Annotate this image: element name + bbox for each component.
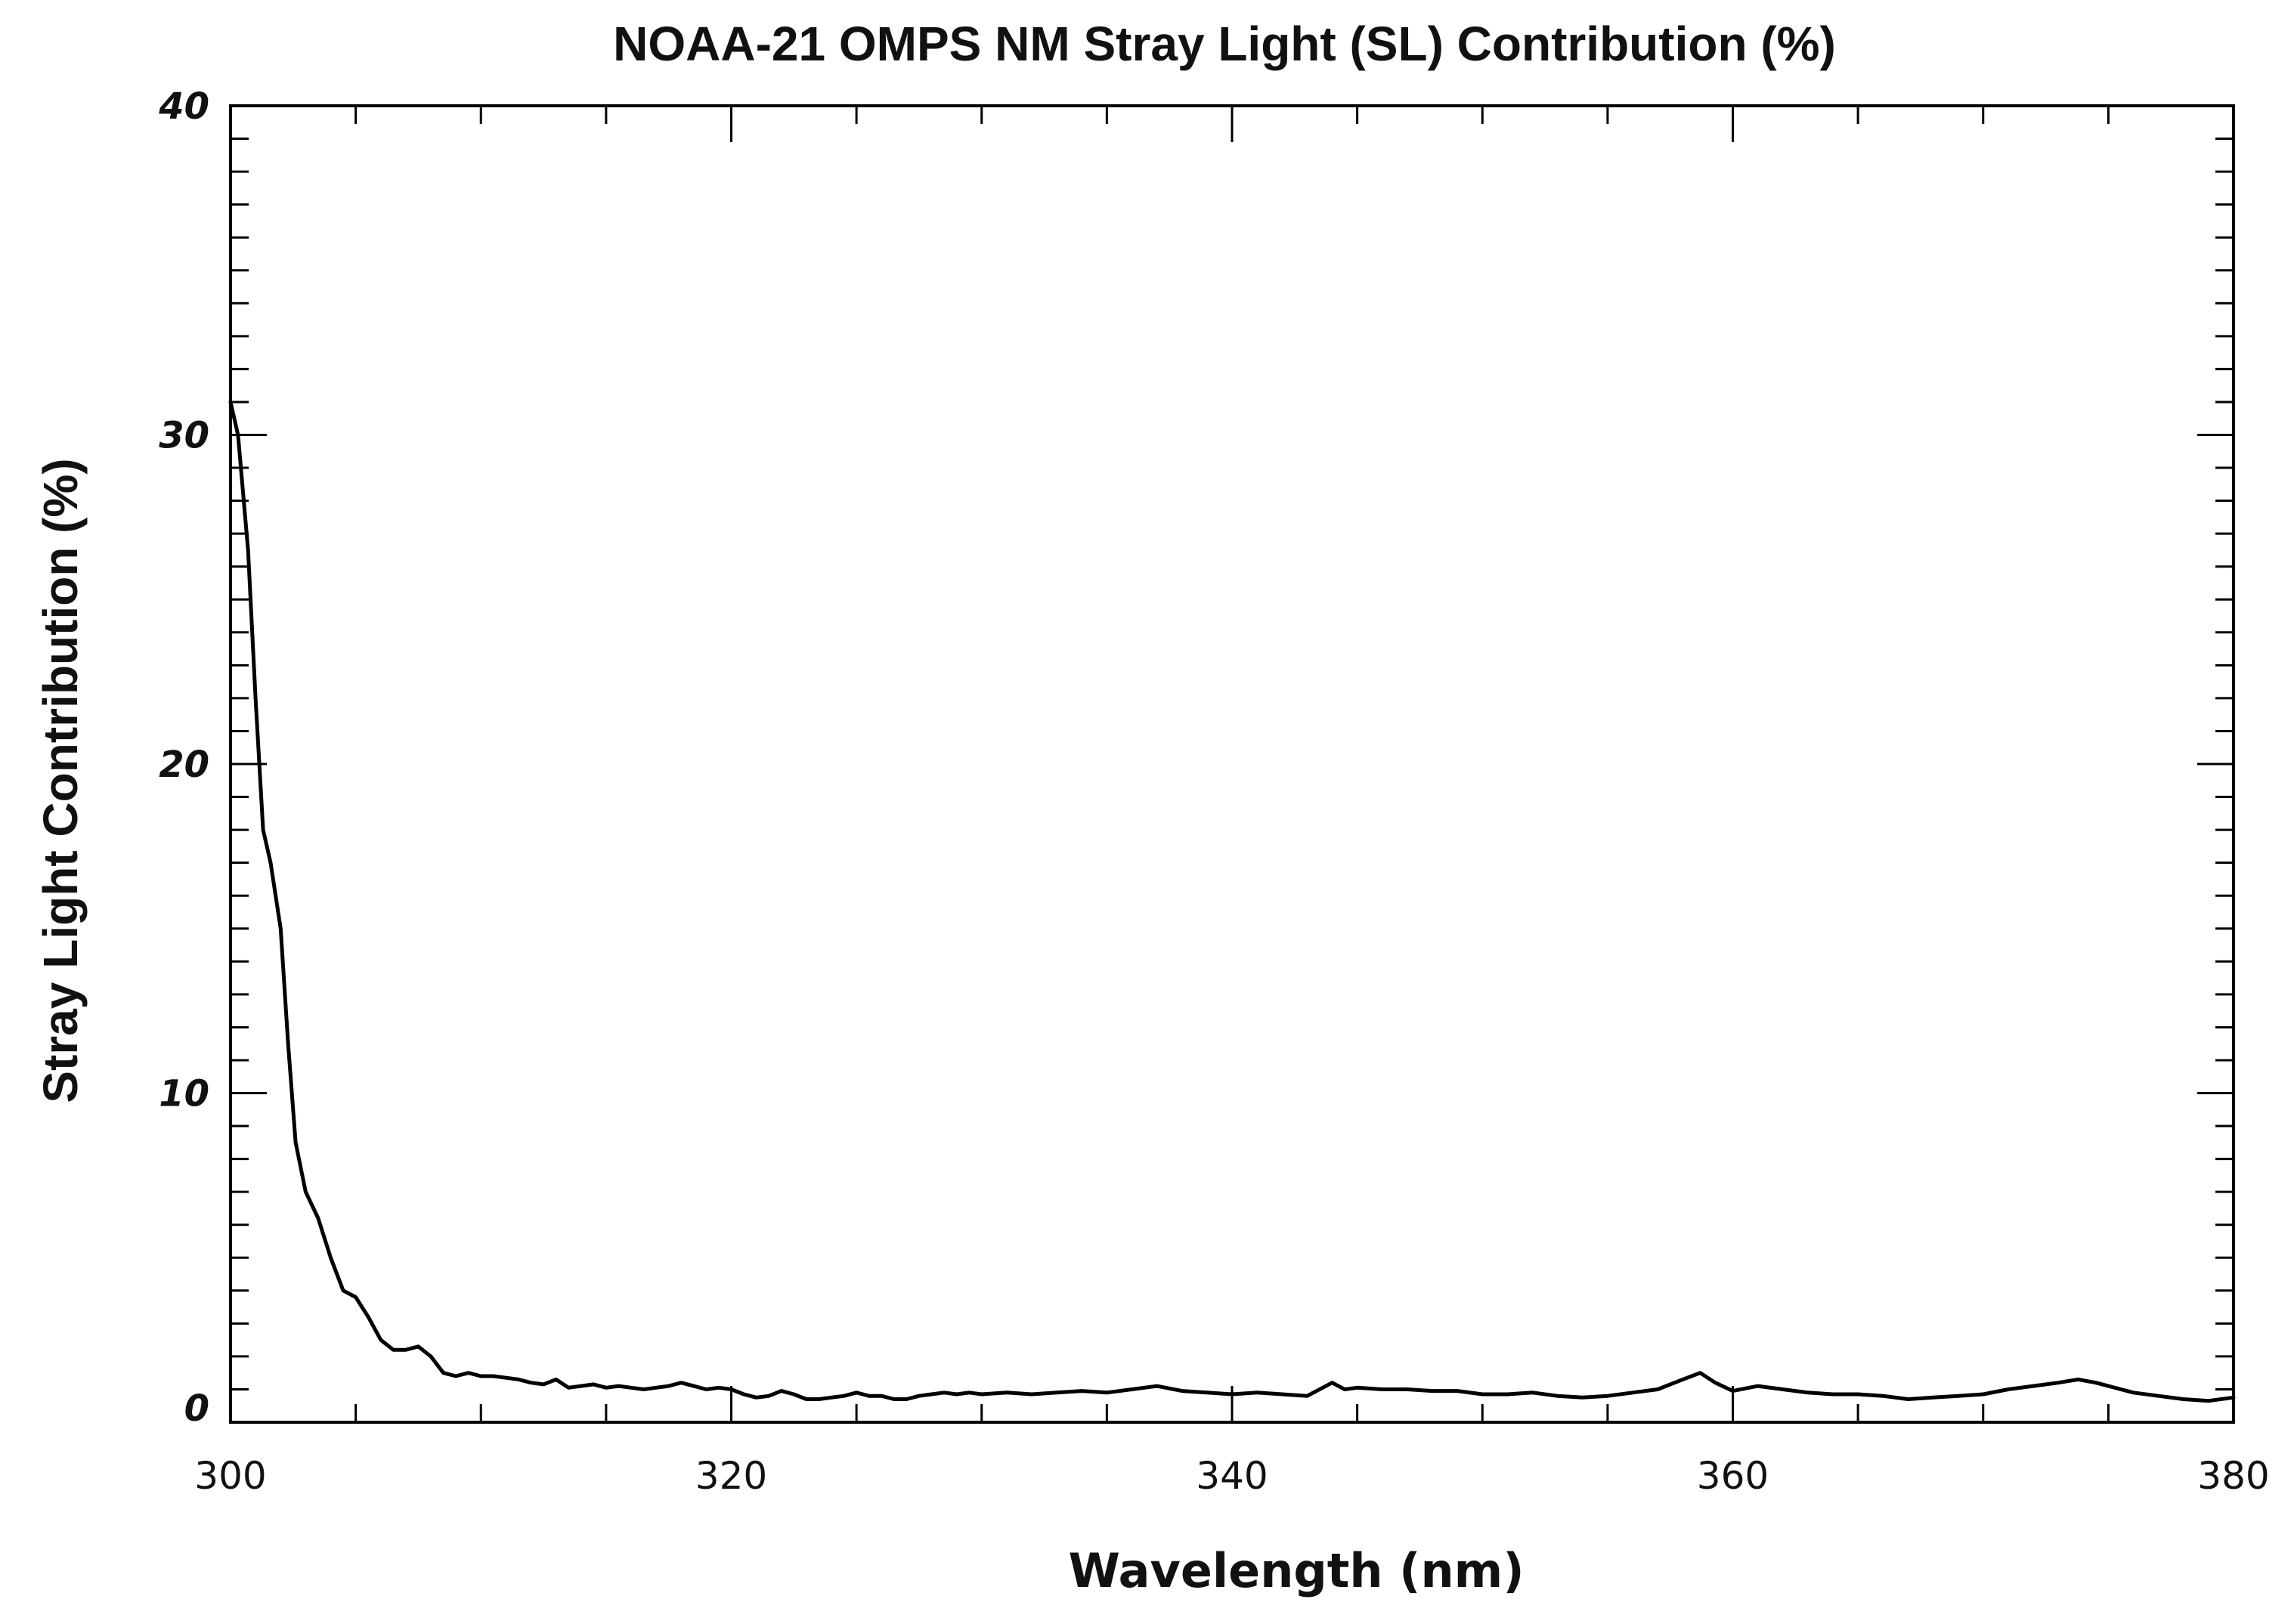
axis-tick-labels: 300 320 340 360 380 0 10 20 30 40	[158, 85, 2270, 1498]
y-tick-label: 10	[159, 1073, 209, 1115]
x-tick-label: 360	[1697, 1454, 1769, 1498]
y-tick-label: 40	[158, 85, 209, 128]
data-series	[228, 400, 2236, 1403]
x-tick-label: 340	[1196, 1454, 1268, 1498]
y-axis-label: Stray Light Contribution (%)	[33, 458, 88, 1103]
x-tick-label: 320	[695, 1454, 767, 1498]
y-tick-label: 20	[159, 744, 209, 786]
plot-frame	[229, 104, 2235, 1424]
chart-title: NOAA-21 OMPS NM Stray Light (SL) Contrib…	[613, 17, 1836, 71]
y-tick-label: 0	[184, 1387, 209, 1430]
x-tick-label: 300	[194, 1454, 266, 1498]
axis-ticks	[229, 104, 2235, 1424]
x-axis-label: Wavelength (nm)	[1068, 1543, 1524, 1598]
y-tick-label: 30	[159, 415, 209, 457]
series-line	[228, 400, 2236, 1403]
x-tick-label: 380	[2197, 1454, 2269, 1498]
